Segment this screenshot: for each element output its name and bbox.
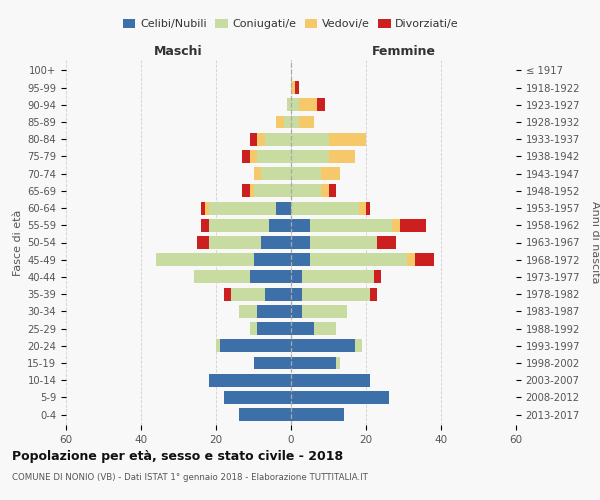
Bar	[291, 202, 359, 214]
Bar	[291, 219, 310, 232]
Bar	[261, 167, 291, 180]
Bar	[209, 219, 269, 232]
Bar	[291, 340, 355, 352]
Bar	[310, 219, 392, 232]
Bar	[291, 98, 299, 111]
Bar	[291, 81, 295, 94]
Text: Popolazione per età, sesso e stato civile - 2018: Popolazione per età, sesso e stato civil…	[12, 450, 343, 463]
Bar	[261, 236, 291, 249]
Bar	[336, 356, 340, 370]
Bar	[400, 219, 426, 232]
Text: Maschi: Maschi	[154, 46, 203, 59]
Bar	[223, 391, 291, 404]
Bar	[291, 236, 310, 249]
Bar	[205, 202, 209, 214]
Bar	[209, 236, 261, 249]
Bar	[209, 374, 291, 386]
Bar	[284, 116, 291, 128]
Bar	[254, 254, 291, 266]
Y-axis label: Anni di nascita: Anni di nascita	[590, 201, 599, 284]
Bar	[250, 322, 257, 335]
Bar	[291, 254, 310, 266]
Bar	[242, 150, 250, 163]
Bar	[299, 116, 314, 128]
Bar	[216, 340, 220, 352]
Bar	[291, 356, 336, 370]
Bar	[373, 270, 381, 283]
Bar	[257, 305, 291, 318]
Bar	[276, 116, 284, 128]
Bar	[377, 236, 396, 249]
Bar	[242, 184, 250, 198]
Bar	[291, 288, 302, 300]
Bar	[257, 322, 291, 335]
Bar	[250, 132, 257, 145]
Bar	[407, 254, 415, 266]
Bar	[291, 374, 370, 386]
Bar	[156, 254, 254, 266]
Bar	[231, 288, 265, 300]
Bar	[366, 202, 370, 214]
Bar	[291, 408, 343, 421]
Bar	[291, 167, 321, 180]
Bar	[223, 288, 231, 300]
Text: COMUNE DI NONIO (VB) - Dati ISTAT 1° gennaio 2018 - Elaborazione TUTTITALIA.IT: COMUNE DI NONIO (VB) - Dati ISTAT 1° gen…	[12, 472, 368, 482]
Bar	[310, 236, 377, 249]
Bar	[239, 305, 257, 318]
Bar	[193, 270, 250, 283]
Bar	[250, 150, 257, 163]
Bar	[265, 288, 291, 300]
Bar	[276, 202, 291, 214]
Bar	[201, 219, 209, 232]
Bar	[415, 254, 433, 266]
Bar	[291, 322, 314, 335]
Bar	[302, 288, 370, 300]
Bar	[209, 202, 276, 214]
Bar	[329, 184, 336, 198]
Bar	[291, 270, 302, 283]
Bar	[314, 322, 336, 335]
Bar	[291, 305, 302, 318]
Bar	[317, 98, 325, 111]
Bar	[201, 202, 205, 214]
Bar	[291, 150, 329, 163]
Legend: Celibi/Nubili, Coniugati/e, Vedovi/e, Divorziati/e: Celibi/Nubili, Coniugati/e, Vedovi/e, Di…	[119, 14, 463, 34]
Bar	[302, 270, 373, 283]
Bar	[269, 219, 291, 232]
Bar	[257, 132, 265, 145]
Bar	[392, 219, 400, 232]
Bar	[321, 184, 329, 198]
Bar	[257, 150, 291, 163]
Bar	[197, 236, 209, 249]
Bar	[359, 202, 366, 214]
Bar	[321, 167, 340, 180]
Bar	[250, 270, 291, 283]
Bar	[291, 184, 321, 198]
Bar	[291, 116, 299, 128]
Bar	[329, 150, 355, 163]
Bar	[287, 98, 291, 111]
Bar	[239, 408, 291, 421]
Bar	[295, 81, 299, 94]
Bar	[220, 340, 291, 352]
Bar	[254, 184, 291, 198]
Bar	[250, 184, 254, 198]
Bar	[291, 132, 329, 145]
Bar	[254, 356, 291, 370]
Bar	[291, 391, 389, 404]
Bar	[310, 254, 407, 266]
Text: Femmine: Femmine	[371, 46, 436, 59]
Bar	[355, 340, 362, 352]
Bar	[254, 167, 261, 180]
Y-axis label: Fasce di età: Fasce di età	[13, 210, 23, 276]
Bar	[329, 132, 366, 145]
Bar	[299, 98, 317, 111]
Bar	[265, 132, 291, 145]
Bar	[370, 288, 377, 300]
Bar	[302, 305, 347, 318]
